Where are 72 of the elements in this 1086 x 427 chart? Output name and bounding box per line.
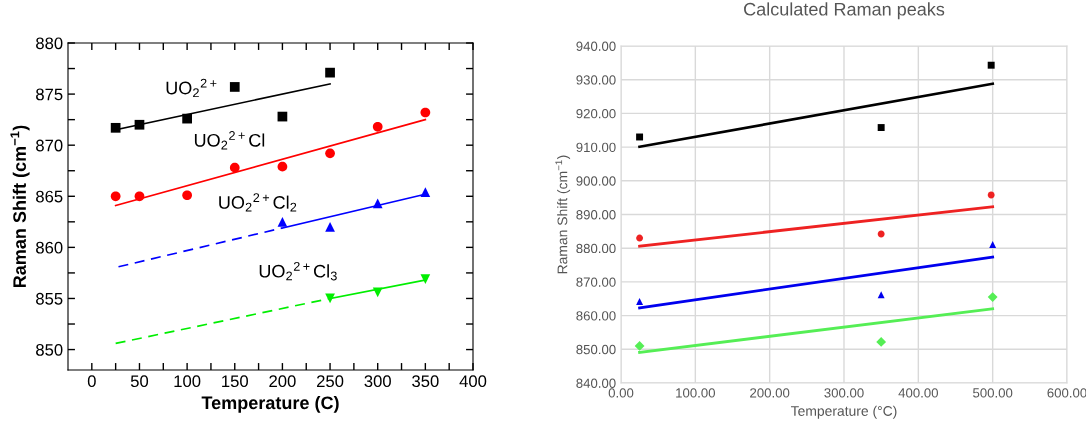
point [325,67,335,78]
y-tick-label: 880.00 [576,243,616,254]
x-tick-label: 300 [364,375,391,388]
annotation: UO$_{2}$$^{2+}$Cl$_{3}$ [259,261,337,281]
y-tick-label: 890.00 [576,210,616,220]
x-tick-label: 400 [459,375,487,388]
x-tick-label: 50 [130,375,149,388]
y-tick-label: 865 [36,190,63,203]
point [229,162,240,173]
point [876,336,887,347]
y-tick-label: 930.00 [576,75,616,85]
point [229,82,240,92]
point [182,113,192,124]
x-tick-label: 150 [222,375,249,388]
y-axis-title: Raman Shift (cm$^{−1}$) [555,155,571,274]
point [134,191,145,202]
annotation: UO$_{2}$$^{2+}$ [166,78,217,98]
point [636,234,644,242]
y-tick-label: 880 [36,37,63,50]
y-tick-label: 855 [36,292,63,305]
point [182,190,192,201]
chart-title: Calculated Raman peaks [744,2,945,20]
point [372,287,383,298]
y-tick-label: 850 [36,343,63,356]
annotation: UO$_{2}$$^{2+}$Cl$_{2}$ [219,193,297,212]
x-tick-label: 600.00 [1047,388,1086,398]
point [877,230,885,238]
x-tick-label: 200.00 [750,388,790,398]
y-axis-title: Raman Shift (cm$^{−1}$) [10,125,30,288]
x-axis-title: Temperature (°C) [790,405,897,419]
point [420,274,431,284]
x-tick-label: 100.00 [676,388,715,398]
x-tick-label: 100 [174,375,201,388]
x-tick-label: 0.00 [608,388,634,398]
y-tick-label: 900.00 [576,176,616,186]
point [134,119,145,130]
y-tick-label: 940.00 [576,41,616,51]
annotation: UO$_{2}$$^{2+}$Cl [194,131,265,150]
point [987,292,998,302]
point [636,297,644,305]
x-tick-label: 300.00 [824,388,864,398]
y-tick-label: 860.00 [576,311,616,321]
y-tick-label: 875 [36,88,63,101]
point [325,148,335,159]
x-tick-label: 200 [269,375,296,388]
x-tick-label: 400.00 [898,388,938,398]
point [110,122,121,133]
point [989,241,997,248]
y-tick-label: 870 [36,139,63,152]
y-tick-label: 870.00 [576,277,616,287]
point [634,341,645,351]
y-tick-label: 920.00 [576,108,616,119]
x-tick-label: 250 [317,375,344,388]
point [420,187,431,198]
x-axis-title: Temperature (C) [201,395,339,413]
point [987,61,995,69]
point [987,191,995,199]
point [110,191,121,202]
y-tick-label: 910.00 [576,142,616,153]
point [372,121,383,132]
y-tick-label: 860 [36,241,63,254]
x-tick-label: 350 [412,375,439,388]
point [420,107,431,118]
point [277,161,288,172]
x-tick-label: 500.00 [973,388,1013,398]
point [372,198,383,209]
x-tick-label: 0 [87,375,96,388]
y-tick-label: 840.00 [576,378,616,388]
point [277,216,288,227]
y-tick-label: 850.00 [576,344,616,355]
point [877,124,885,132]
point [325,222,335,232]
